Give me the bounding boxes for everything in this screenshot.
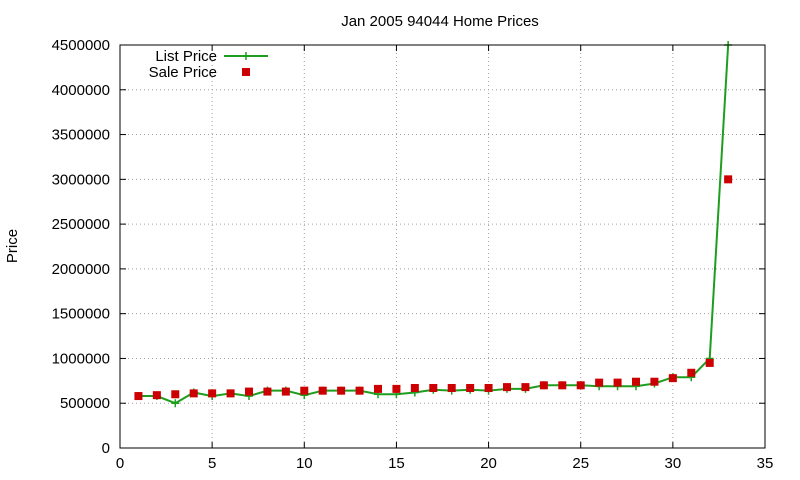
x-tick-label: 10 bbox=[296, 455, 313, 472]
x-tick-label: 30 bbox=[665, 455, 682, 472]
data-point bbox=[484, 383, 493, 392]
legend-swatch bbox=[242, 68, 250, 76]
data-point bbox=[447, 383, 456, 392]
data-point bbox=[171, 390, 180, 399]
y-tick-label: 3000000 bbox=[52, 171, 110, 188]
y-tick-label: 1000000 bbox=[52, 350, 110, 367]
grid bbox=[120, 45, 765, 448]
data-point bbox=[632, 377, 640, 386]
x-tick-label: 0 bbox=[116, 455, 124, 472]
y-tick-label: 3500000 bbox=[52, 127, 110, 144]
y-tick-label: 2000000 bbox=[52, 261, 110, 278]
data-point bbox=[208, 389, 217, 398]
data-point bbox=[355, 386, 364, 395]
data-point bbox=[300, 386, 309, 395]
x-tick-label: 5 bbox=[208, 455, 216, 472]
y-tick-label: 0 bbox=[102, 440, 110, 457]
x-tick-label: 25 bbox=[572, 455, 589, 472]
data-point bbox=[134, 392, 143, 401]
series-sale-price bbox=[134, 175, 733, 401]
data-point bbox=[613, 378, 622, 387]
y-tick-label: 1500000 bbox=[52, 306, 110, 323]
plot-frame bbox=[119, 44, 766, 449]
data-point bbox=[392, 384, 401, 393]
data-point bbox=[539, 381, 548, 390]
y-tick-label: 4500000 bbox=[52, 37, 110, 54]
legend-label: List Price bbox=[155, 48, 217, 65]
data-point bbox=[576, 381, 585, 390]
series-layer bbox=[134, 41, 733, 408]
data-point bbox=[705, 358, 714, 367]
data-point bbox=[429, 383, 438, 392]
data-point bbox=[466, 383, 475, 392]
y-tick-label: 500000 bbox=[60, 395, 110, 412]
data-point bbox=[263, 387, 272, 396]
series-line bbox=[138, 44, 730, 405]
data-point bbox=[189, 389, 198, 398]
legend-label: Sale Price bbox=[149, 64, 217, 81]
y-tick-label: 2500000 bbox=[52, 216, 110, 233]
data-point bbox=[595, 378, 604, 387]
y-axis-label: Price bbox=[4, 229, 21, 263]
data-point bbox=[558, 381, 567, 390]
x-tick-label: 15 bbox=[388, 455, 405, 472]
data-point bbox=[410, 383, 419, 392]
y-tick-label: 4000000 bbox=[52, 82, 110, 99]
legend-marker bbox=[242, 52, 250, 60]
x-tick-label: 20 bbox=[480, 455, 497, 472]
axes: 0 5 10 15 20 25 30 35 0 500000 1000000 1500000 20000… bbox=[52, 37, 774, 472]
data-point bbox=[152, 391, 161, 400]
data-point bbox=[318, 386, 327, 395]
data-point bbox=[650, 377, 659, 386]
data-point bbox=[171, 399, 180, 408]
data-point bbox=[245, 387, 253, 396]
data-point bbox=[374, 384, 382, 393]
data-point bbox=[724, 175, 733, 184]
data-point bbox=[337, 386, 346, 395]
data-point bbox=[668, 374, 677, 383]
chart-title: Jan 2005 94044 Home Prices bbox=[341, 13, 539, 30]
data-point bbox=[503, 383, 511, 392]
data-point bbox=[687, 368, 696, 377]
x-tick-label: 35 bbox=[757, 455, 774, 472]
data-point bbox=[521, 383, 530, 392]
data-point bbox=[281, 387, 290, 396]
data-point bbox=[226, 389, 235, 398]
